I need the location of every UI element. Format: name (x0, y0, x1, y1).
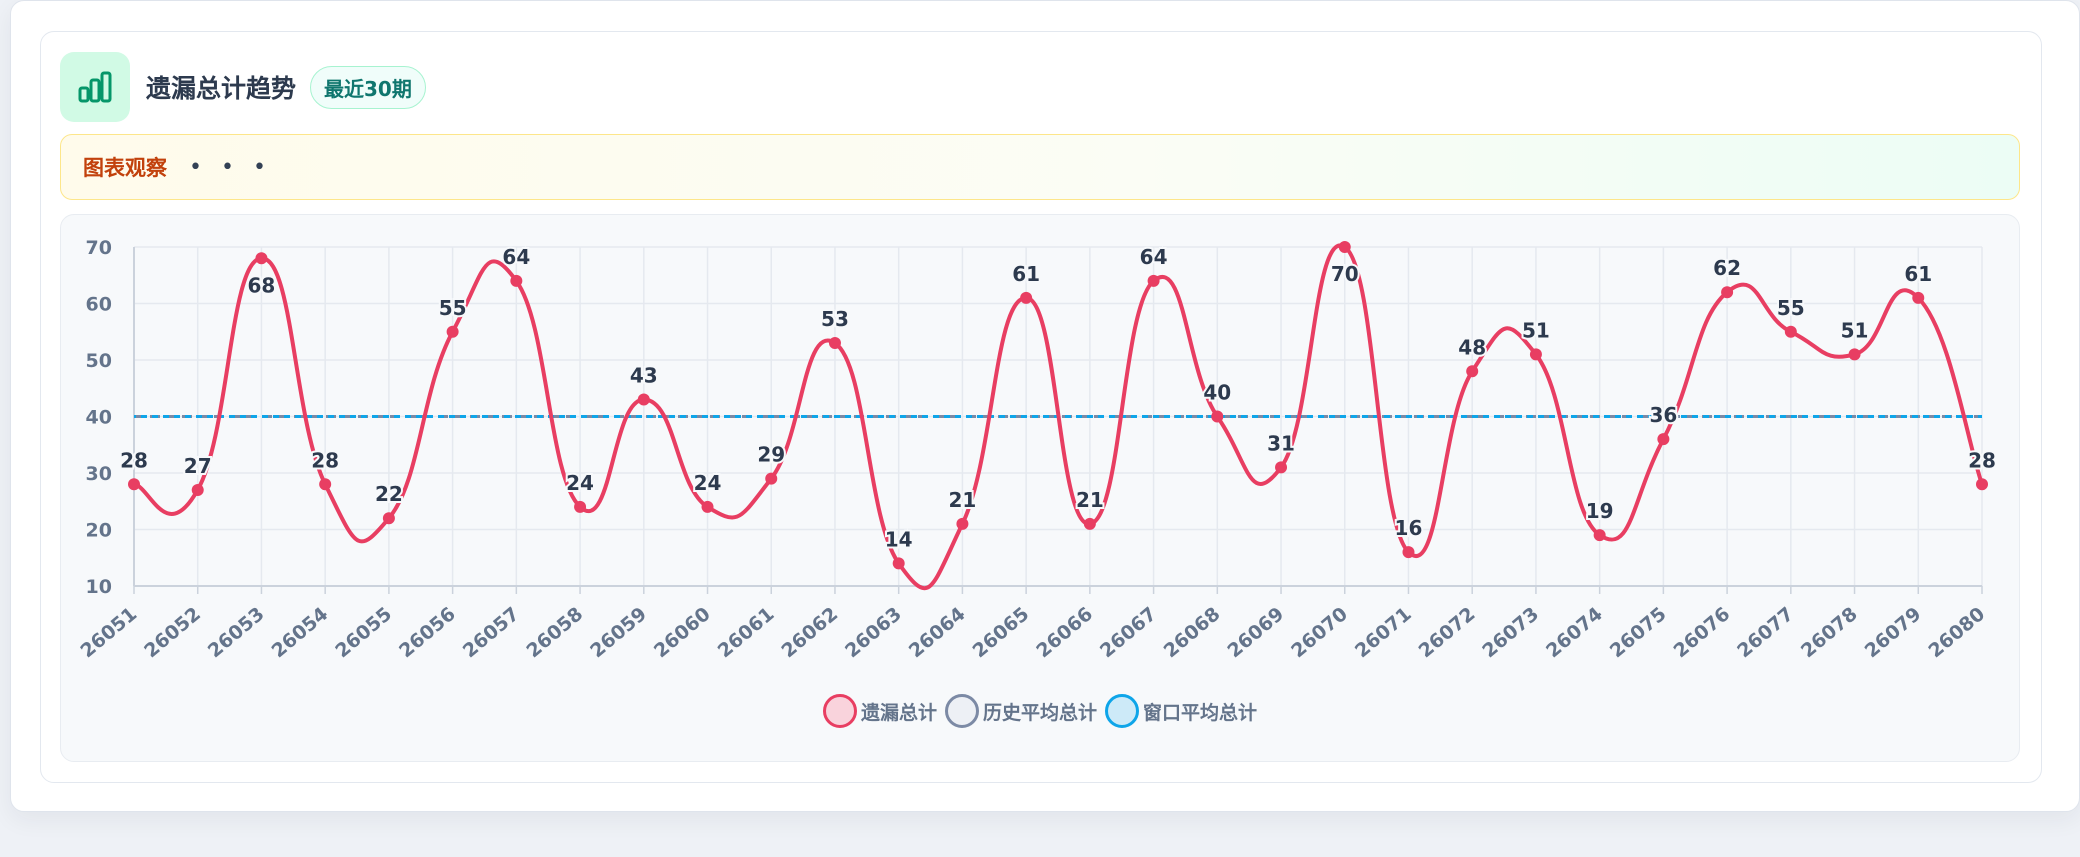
bar-chart-icon (60, 52, 130, 122)
period-badge[interactable]: 最近30期 (310, 65, 426, 109)
legend-label: 窗口平均总计 (1143, 701, 1258, 724)
chart-title: 遗漏总计趋势 (146, 74, 297, 103)
card-header: 遗漏总计趋势 最近30期 (60, 52, 426, 122)
legend-item-window-avg[interactable]: 窗口平均总计 (1105, 694, 1257, 728)
legend-swatch (944, 694, 979, 728)
legend-label: 历史平均总计 (982, 701, 1097, 724)
legend-item-miss-total[interactable]: 遗漏总计 (822, 694, 937, 728)
chart-legend: 遗漏总计 历史平均总计 窗口平均总计 (0, 694, 2080, 728)
legend-label: 遗漏总计 (860, 701, 937, 724)
more-dots-icon[interactable]: • • • (189, 154, 272, 180)
legend-swatch (1105, 694, 1139, 728)
chart-panel (60, 214, 2020, 762)
legend-item-history-avg[interactable]: 历史平均总计 (944, 694, 1097, 728)
observation-label: 图表观察 (83, 156, 167, 180)
chart-observation-bar[interactable]: 图表观察 • • • (60, 134, 2020, 200)
legend-swatch (822, 694, 857, 728)
